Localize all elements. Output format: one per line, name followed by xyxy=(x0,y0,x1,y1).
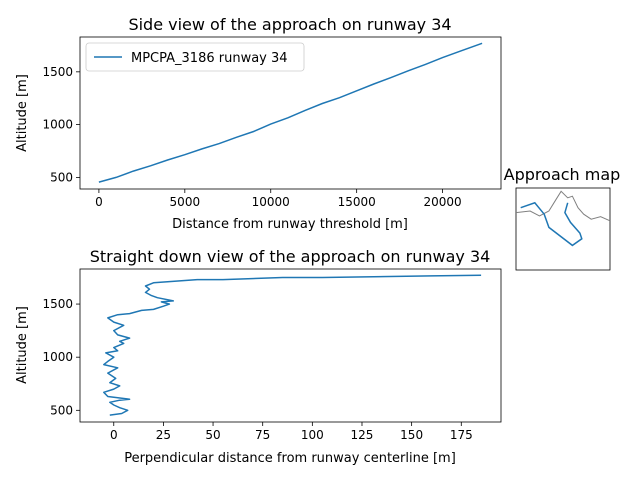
approach-map-frame xyxy=(515,187,611,271)
down-view-title: Straight down view of the approach on ru… xyxy=(90,247,491,266)
legend-entry: MPCPA_3186 runway 34 xyxy=(131,51,288,66)
x-tick-label: 25 xyxy=(156,428,171,442)
x-tick-label: 10000 xyxy=(252,195,290,209)
side-view-axes-frame xyxy=(79,36,502,190)
down-view-xlabel: Perpendicular distance from runway cente… xyxy=(124,451,456,466)
y-tick-label: 500 xyxy=(50,403,73,417)
y-tick-label: 500 xyxy=(50,170,73,184)
x-tick-label: 15000 xyxy=(338,195,376,209)
side-view-ylabel: Altitude [m] xyxy=(15,74,30,152)
y-tick-label: 1500 xyxy=(42,297,73,311)
x-tick-label: 0 xyxy=(110,428,118,442)
side-view-chart: Side view of the approach on runway 34 0… xyxy=(15,15,502,232)
approach-map: Approach map xyxy=(504,165,621,271)
approach-map-track xyxy=(520,201,583,247)
x-tick-label: 100 xyxy=(301,428,324,442)
down-view-series-line xyxy=(103,274,482,416)
x-tick-label: 75 xyxy=(255,428,270,442)
x-tick-label: 5000 xyxy=(170,195,201,209)
down-view-ylabel: Altitude [m] xyxy=(15,306,30,384)
legend-box xyxy=(85,42,305,72)
down-view-axes-frame xyxy=(79,268,502,423)
side-view-title: Side view of the approach on runway 34 xyxy=(128,15,451,34)
x-tick-label: 125 xyxy=(351,428,374,442)
side-view-xlabel: Distance from runway threshold [m] xyxy=(172,217,408,232)
x-tick-label: 150 xyxy=(400,428,423,442)
x-tick-label: 0 xyxy=(95,195,103,209)
approach-map-coastline xyxy=(515,190,611,222)
down-view-chart: Straight down view of the approach on ru… xyxy=(15,247,502,466)
y-tick-label: 1000 xyxy=(42,118,73,132)
approach-map-title: Approach map xyxy=(504,165,621,184)
legend: MPCPA_3186 runway 34 xyxy=(85,42,305,72)
x-tick-label: 175 xyxy=(450,428,473,442)
x-tick-label: 20000 xyxy=(423,195,461,209)
side-view-series-line xyxy=(98,42,483,183)
y-tick-label: 1000 xyxy=(42,350,73,364)
down-view-ticks: 0 25 50 75 100 125 150 175 500 1000 1500 xyxy=(42,297,472,442)
x-tick-label: 50 xyxy=(205,428,220,442)
side-view-ticks: 0 5000 10000 15000 20000 500 1000 1500 xyxy=(42,65,461,209)
y-tick-label: 1500 xyxy=(42,65,73,79)
